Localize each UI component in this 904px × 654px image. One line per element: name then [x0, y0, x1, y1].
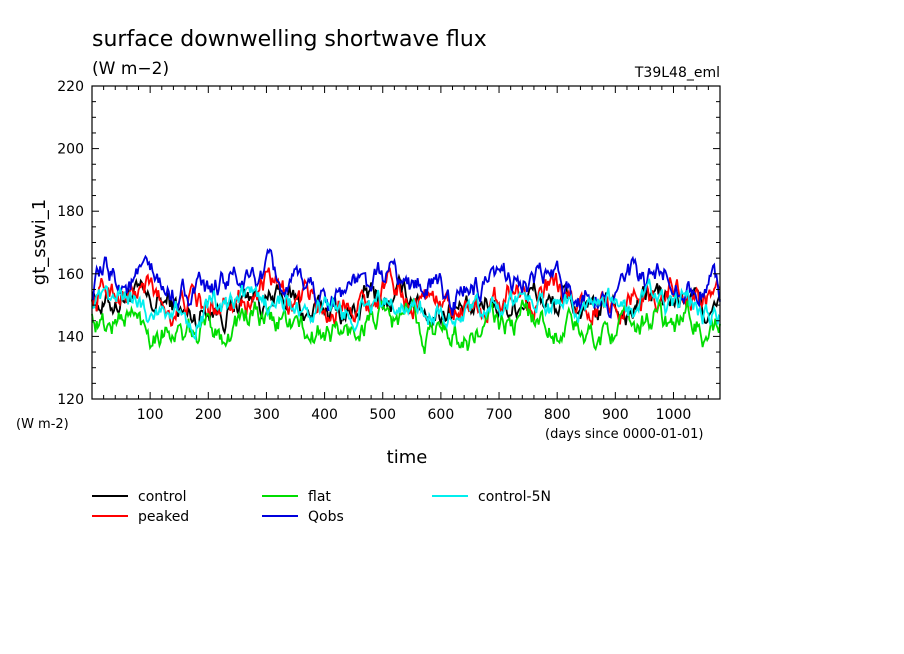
- y-tick-label: 220: [57, 79, 84, 95]
- series-layer: [91, 248, 721, 354]
- legend-label-peaked: peaked: [138, 509, 189, 525]
- x-tick-label: 800: [544, 407, 571, 423]
- x-tick-label: 900: [602, 407, 629, 423]
- legend: control peaked flat Qobs control-5N: [92, 489, 551, 525]
- ticks-layer: 100 200 300 400 500 600 700 800 900 1000 120 140 160…: [57, 79, 720, 423]
- y-axis-label: gt_sswi_1: [29, 199, 50, 285]
- x-tick-label: 100: [137, 407, 164, 423]
- series-line-control-5n: [91, 278, 721, 341]
- y-tick-label: 200: [57, 142, 84, 158]
- x-axis-units: (days since 0000-01-01): [545, 427, 703, 442]
- chart-units: (W m−2): [92, 59, 169, 79]
- y-tick-label: 140: [57, 329, 84, 345]
- series-line-peaked: [91, 267, 720, 327]
- x-tick-label: 500: [369, 407, 396, 423]
- y-axis-units: (W m-2): [16, 417, 69, 432]
- plot-frame: [91, 85, 721, 400]
- model-label: T39L48_eml: [634, 65, 720, 81]
- legend-label-control-5n: control-5N: [478, 489, 551, 505]
- x-tick-label: 600: [428, 407, 455, 423]
- legend-label-qobs: Qobs: [308, 509, 344, 525]
- y-tick-label: 160: [57, 267, 84, 283]
- legend-label-flat: flat: [308, 489, 331, 505]
- series-line-flat: [91, 297, 721, 354]
- x-tick-label: 1000: [656, 407, 692, 423]
- x-tick-label: 700: [486, 407, 513, 423]
- x-tick-label: 400: [311, 407, 338, 423]
- x-tick-label: 200: [195, 407, 222, 423]
- y-tick-label: 120: [57, 392, 84, 408]
- x-axis-label: time: [387, 447, 428, 468]
- series-line-qobs: [91, 248, 721, 319]
- y-tick-label: 180: [57, 204, 84, 220]
- x-tick-label: 300: [253, 407, 280, 423]
- legend-label-control: control: [138, 489, 187, 505]
- chart-title: surface downwelling shortwave flux: [92, 27, 487, 52]
